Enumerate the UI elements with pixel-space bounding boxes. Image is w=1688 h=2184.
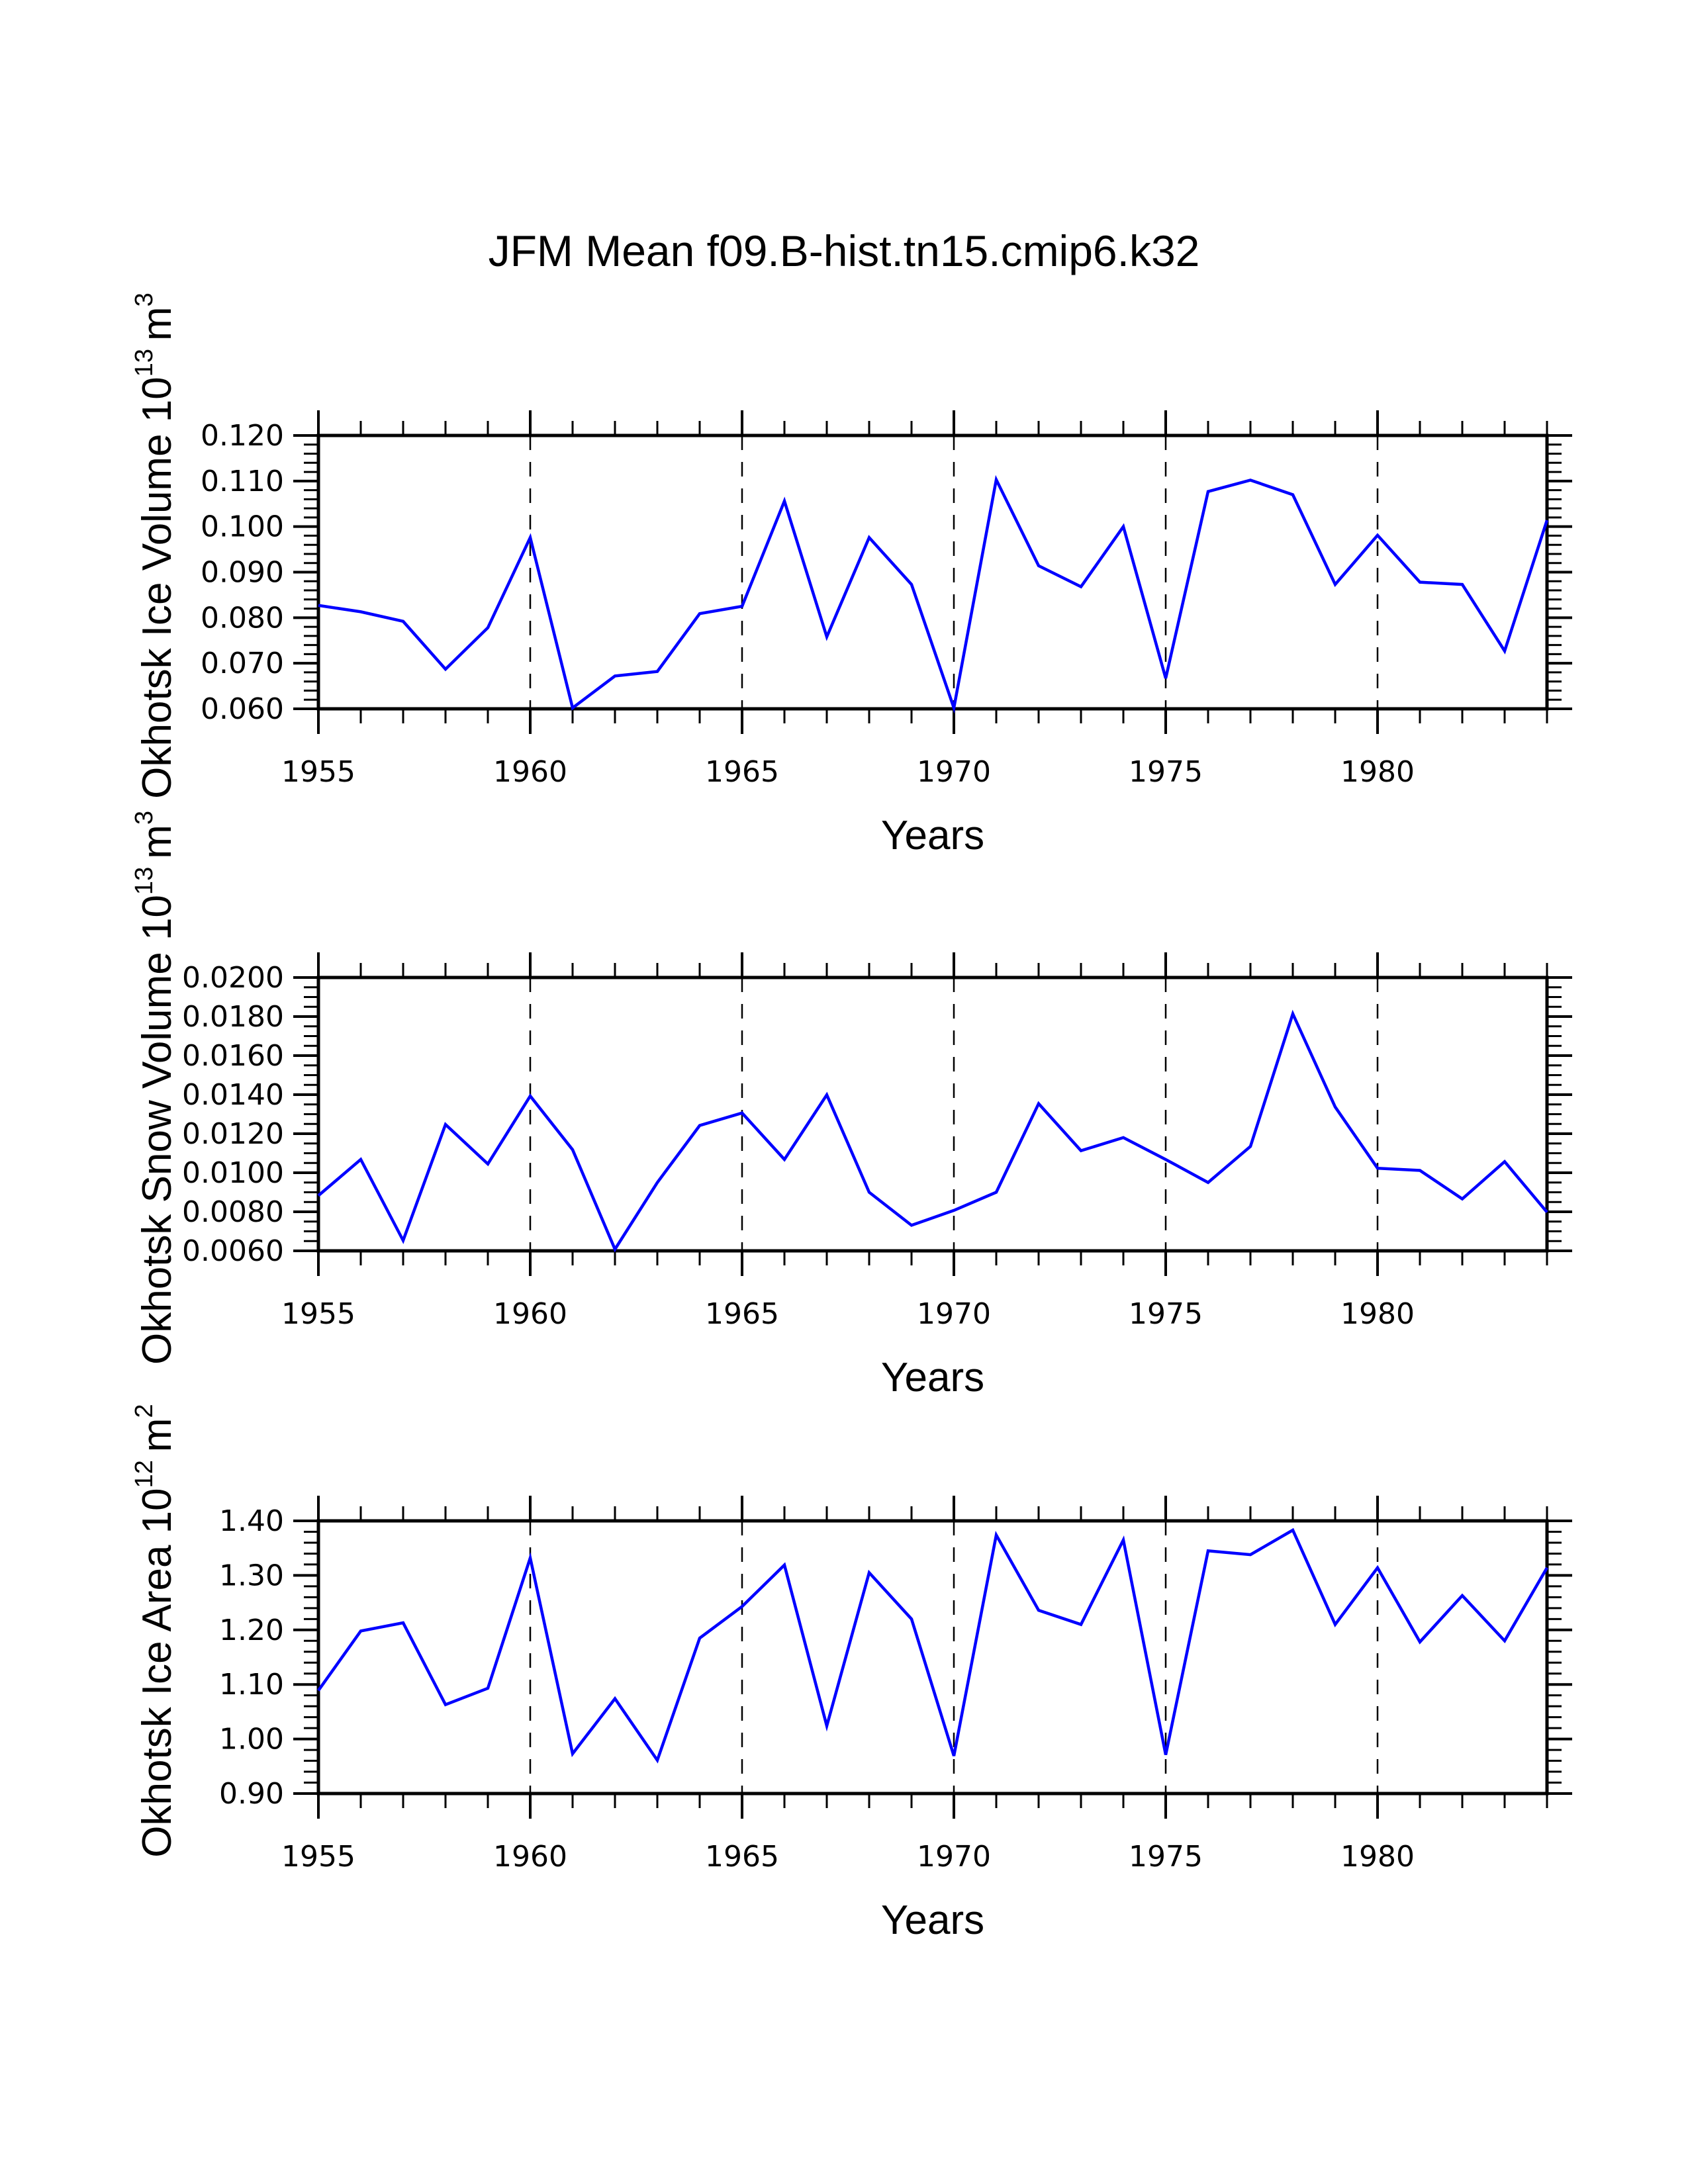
x-tick-label: 1955 (281, 1840, 355, 1874)
x-tick-label: 1960 (493, 755, 567, 789)
y-axis-title-text: Okhotsk Ice Volume 10 (134, 377, 180, 799)
y-axis-title-unit: m (134, 306, 180, 341)
y-axis-title-exponent: 13 (130, 867, 158, 895)
x-tick-label: 1975 (1129, 1297, 1203, 1331)
y-tick-label: 0.080 (201, 601, 284, 635)
y-axis-title-unit-exponent: 2 (130, 1404, 158, 1418)
panels: 0.060 0.070 0.080 0.090 0.100 0.110 0.120 1955 1… (130, 293, 1572, 1943)
y-tick-label: 0.110 (201, 465, 284, 498)
y-tick-label: 0.0080 (182, 1195, 284, 1229)
x-tick-label: 1975 (1129, 1840, 1203, 1874)
x-tick-label: 1965 (705, 1297, 779, 1331)
series-line-1 (317, 1527, 1548, 1764)
panel-3: 0.90 1.00 1.10 1.20 1.30 1.40 1955 1960 1965 1970… (130, 1404, 1572, 1943)
y-axis-title: Okhotsk Ice Area 1012 m2 (130, 1404, 180, 1857)
y-tick-label: 0.0180 (182, 1000, 284, 1034)
x-tick-label: 1970 (917, 1297, 991, 1331)
y-tick-label: 0.070 (201, 647, 284, 680)
x-tick-label: 1965 (705, 755, 779, 789)
x-tick-label: 1960 (493, 1297, 567, 1331)
y-axis-title-exponent: 12 (130, 1460, 158, 1488)
y-axis-title-text: Okhotsk Ice Area 10 (134, 1488, 180, 1857)
series-line-1 (317, 1009, 1548, 1253)
y-axis-title: Okhotsk Ice Volume 1013 m3 (130, 293, 180, 799)
x-tick-label: 1975 (1129, 755, 1203, 789)
y-tick-label: 0.090 (201, 556, 284, 590)
panel-2: 0.0060 0.0080 0.0100 0.0120 0.0140 0.0160 0.01… (130, 811, 1572, 1400)
y-tick-label: 0.90 (219, 1777, 284, 1811)
y-axis-title-unit: m (134, 1418, 180, 1452)
y-tick-label: 1.40 (219, 1504, 284, 1538)
y-axis-title: Okhotsk Snow Volume 1013 m3 (130, 811, 180, 1365)
x-tick-label: 1970 (917, 755, 991, 789)
y-tick-label: 0.0200 (182, 961, 284, 995)
y-tick-label: 1.30 (219, 1559, 284, 1592)
chart-title: JFM Mean f09.B-hist.tn15.cmip6.k32 (489, 226, 1200, 275)
x-tick-label: 1960 (493, 1840, 567, 1874)
x-tick-label: 1955 (281, 755, 355, 789)
y-tick-label: 0.0140 (182, 1078, 284, 1112)
y-tick-label: 1.00 (219, 1723, 284, 1756)
y-tick-label: 0.100 (201, 510, 284, 544)
y-axis-title-unit-exponent: 3 (130, 293, 158, 306)
x-tick-label: 1955 (281, 1297, 355, 1331)
x-axis-title: Years (881, 813, 984, 858)
panel-1: 0.060 0.070 0.080 0.090 0.100 0.110 0.120 1955 1… (130, 293, 1572, 858)
y-tick-label: 0.0160 (182, 1039, 284, 1073)
x-axis-title: Years (881, 1897, 984, 1943)
plot-frame (316, 433, 1549, 711)
plot-frame (316, 1519, 1549, 1796)
y-tick-label: 0.060 (201, 692, 284, 726)
y-axis-title-unit: m (134, 825, 180, 859)
y-axis-title-text: Okhotsk Snow Volume 10 (134, 895, 180, 1365)
series-line-1 (318, 475, 1549, 714)
x-tick-label: 1980 (1340, 755, 1415, 789)
x-tick-label: 1965 (705, 1840, 779, 1874)
y-tick-label: 0.0120 (182, 1117, 284, 1151)
x-axis-title: Years (881, 1355, 984, 1400)
plot-frame (316, 976, 1549, 1253)
x-tick-label: 1980 (1340, 1297, 1415, 1331)
y-tick-label: 0.120 (201, 419, 284, 453)
y-tick-label: 0.0060 (182, 1234, 284, 1268)
y-tick-label: 1.10 (219, 1668, 284, 1702)
y-axis-title-unit-exponent: 3 (130, 811, 158, 825)
x-tick-label: 1970 (917, 1840, 991, 1874)
y-tick-label: 1.20 (219, 1614, 284, 1647)
x-tick-label: 1980 (1340, 1840, 1415, 1874)
y-axis-title-exponent: 13 (130, 349, 158, 377)
y-tick-label: 0.0100 (182, 1156, 284, 1190)
